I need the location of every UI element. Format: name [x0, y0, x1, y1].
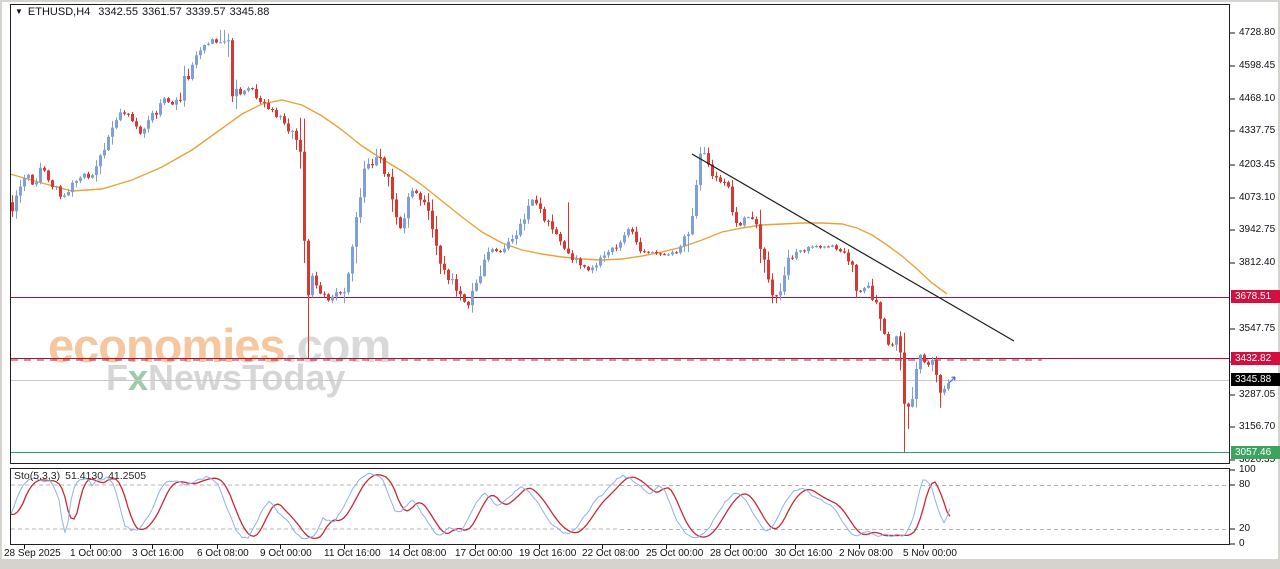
indicator-axis-label: 100: [1239, 464, 1256, 475]
price-axis-label: 4728.80: [1239, 27, 1276, 39]
time-axis-label: 25 Oct 00:00: [646, 548, 704, 559]
time-axis-label: 28 Oct 00:00: [710, 548, 768, 559]
time-axis-label: 17 Oct 00:00: [455, 548, 513, 559]
time-axis-label: 19 Oct 16:00: [519, 548, 577, 559]
time-axis-label: 28 Sep 2025: [4, 548, 61, 559]
time-axis-label: 5 Nov 00:00: [903, 548, 957, 559]
time-axis-label: 2 Nov 08:00: [839, 548, 893, 559]
dropdown-triangle-icon: ▼: [15, 7, 23, 16]
stochastic-pane[interactable]: [10, 468, 1230, 545]
price-badge-support: 3057.46: [1231, 445, 1280, 459]
symbol-ohlc-title: ▼ ETHUSD,H4 3342.55 3361.57 3339.57 3345.88: [15, 6, 273, 18]
price-axis-label: 3942.75: [1239, 224, 1276, 236]
time-axis-label: 30 Oct 16:00: [775, 548, 833, 559]
time-axis-label: 9 Oct 00:00: [260, 548, 312, 559]
price-axis-label: 3156.70: [1239, 421, 1276, 433]
price-badge-support: 3432.82: [1231, 351, 1280, 365]
indicator-axis-label: 20: [1239, 523, 1251, 535]
price-axis-label: 4468.10: [1239, 92, 1276, 104]
price-axis-label: 3287.05: [1239, 388, 1276, 400]
ohlc-low: 3339.57: [185, 6, 226, 18]
time-axis-label: 22 Oct 08:00: [582, 548, 640, 559]
price-axis-label: 4337.75: [1239, 125, 1276, 137]
stochastic-header: Sto(5,3,3) 51.4130 41.2505: [14, 470, 151, 482]
price-badge-current_price: 3345.88: [1231, 373, 1280, 387]
indicator-d-value: 41.2505: [108, 470, 147, 482]
indicator-k-value: 51.4130: [65, 470, 104, 482]
indicator-axis-label: 80: [1239, 478, 1251, 490]
watermark-fxnewstoday: FxNewsToday: [106, 357, 346, 398]
price-axis-label: 4203.45: [1239, 158, 1276, 170]
ohlc-high: 3361.57: [142, 6, 182, 18]
symbol-timeframe: ETHUSD,H4: [27, 6, 91, 18]
ohlc-close: 3345.88: [229, 6, 270, 18]
ohlc-open: 3342.55: [98, 6, 139, 18]
price-badge-resistance: 3678.51: [1231, 290, 1280, 304]
time-axis-label: 11 Oct 16:00: [324, 548, 381, 559]
price-axis-label: 3547.75: [1239, 323, 1276, 335]
indicator-axis-label: 0: [1239, 538, 1245, 549]
chart-window: economies.com FxNewsToday ▼ ETHUSD,H4 3342…: [2, 2, 1280, 559]
time-axis-label: 14 Oct 08:00: [389, 548, 447, 559]
time-axis-label: 3 Oct 16:00: [132, 548, 184, 559]
time-axis-label: 1 Oct 00:00: [70, 548, 122, 559]
price-axis-label: 3812.40: [1239, 257, 1276, 268]
time-axis-label: 6 Oct 08:00: [197, 548, 249, 559]
indicator-name: Sto(5,3,3): [14, 470, 61, 482]
price-axis-label: 4598.45: [1239, 59, 1276, 71]
price-axis-label: 4073.10: [1239, 191, 1276, 203]
price-axis-label: 3026.35: [1239, 454, 1276, 465]
